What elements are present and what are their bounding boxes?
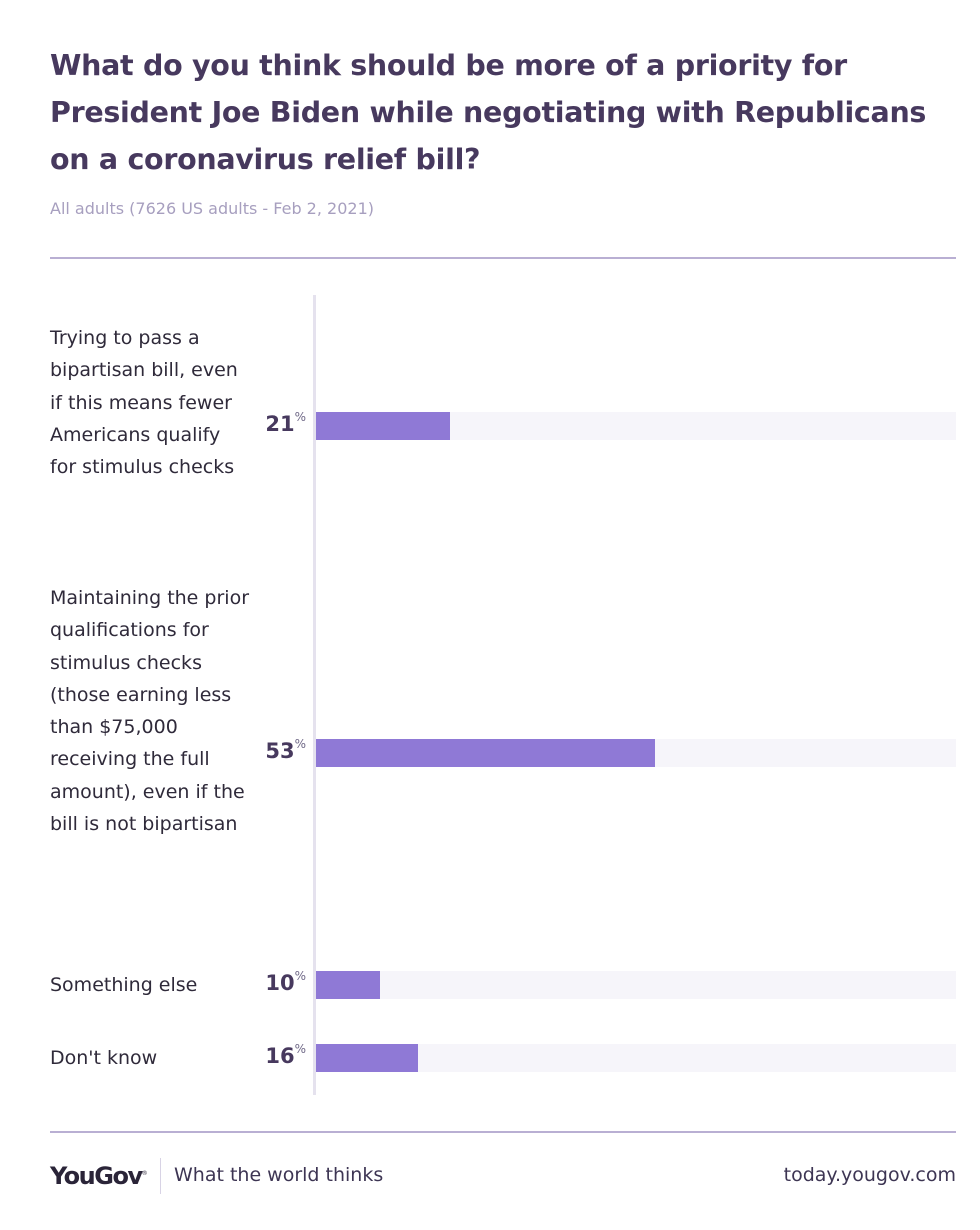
category-label: Something else	[50, 974, 198, 996]
value-label: 21%	[236, 410, 306, 436]
yougov-logo: YouGov®	[50, 1162, 147, 1190]
value-label: 10%	[236, 969, 306, 995]
value-label: 53%	[236, 737, 306, 763]
bar	[316, 739, 656, 767]
bar-track	[316, 739, 956, 767]
percent-sign: %	[294, 1042, 306, 1056]
value-number: 21	[265, 412, 295, 436]
chart-subtitle: All adults (7626 US adults - Feb 2, 2021…	[50, 199, 374, 218]
percent-sign: %	[294, 410, 306, 424]
bottom-divider	[50, 1131, 956, 1133]
chart-title: What do you think should be more of a pr…	[50, 49, 927, 176]
category-label: Maintaining the prior qualifications for…	[50, 587, 249, 836]
value-number: 16	[265, 1044, 295, 1068]
footer-tagline: What the world thinks	[174, 1164, 384, 1186]
footer-url[interactable]: today.yougov.com	[783, 1164, 956, 1186]
category-label: Don't know	[50, 1047, 158, 1069]
bar-track	[316, 1044, 956, 1072]
value-number: 53	[265, 739, 295, 763]
y-axis-line	[313, 295, 316, 1095]
footer-separator	[160, 1158, 161, 1194]
category-label: Trying to pass a bipartisan bill, even i…	[50, 327, 238, 479]
value-number: 10	[265, 971, 295, 995]
percent-sign: %	[294, 737, 306, 751]
value-label: 16%	[236, 1042, 306, 1068]
bar	[316, 971, 380, 999]
bar	[316, 412, 451, 440]
logo-text: YouGov	[50, 1162, 143, 1190]
bar-track	[316, 412, 956, 440]
top-divider	[50, 257, 956, 259]
bar	[316, 1044, 419, 1072]
percent-sign: %	[294, 969, 306, 983]
bar-track	[316, 971, 956, 999]
